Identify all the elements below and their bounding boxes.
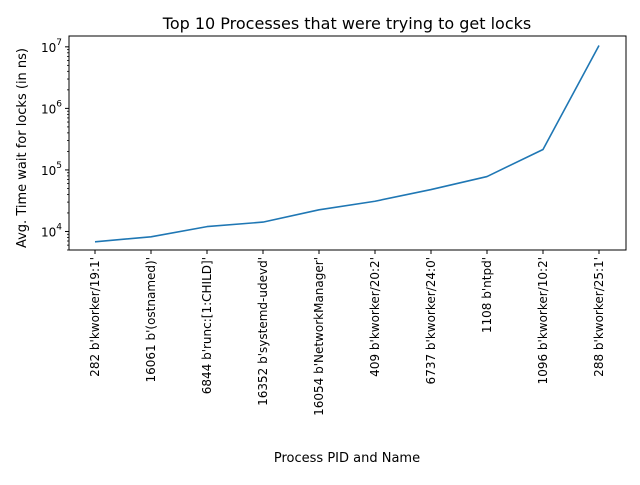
y-tick-exponent: 5 <box>56 161 62 171</box>
y-tick-exponent: 7 <box>56 38 62 48</box>
x-tick-label: 16352 b'systemd-udevd' <box>256 257 270 406</box>
x-tick-label: 16054 b'NetworkManager' <box>312 257 326 416</box>
chart-title: Top 10 Processes that were trying to get… <box>162 14 531 33</box>
x-tick-label: 6737 b'kworker/24:0' <box>424 257 438 384</box>
y-axis-label: Avg. Time wait for locks (in ns) <box>15 48 30 248</box>
x-axis-label: Process PID and Name <box>274 451 420 466</box>
x-tick-label: 409 b'kworker/20:2' <box>368 257 382 377</box>
x-tick-label: 16061 b'(ostnamed)' <box>144 257 158 383</box>
series-line <box>94 45 600 243</box>
y-tick-exponent: 6 <box>56 99 62 109</box>
plot-frame <box>68 35 627 251</box>
x-axis-ticks: 282 b'kworker/19:1' 16061 b'(ostnamed)' 68… <box>88 250 606 416</box>
x-tick-label: 6844 b'runc:[1:CHILD]' <box>200 257 214 394</box>
x-tick-label: 1108 b'ntpd' <box>480 257 494 333</box>
y-tick-exponent: 4 <box>56 222 62 232</box>
series-layer <box>94 45 600 243</box>
x-tick-label: 282 b'kworker/19:1' <box>88 257 102 377</box>
x-tick-label: 288 b'kworker/25:1' <box>592 257 606 377</box>
x-tick-label: 1096 b'kworker/10:2' <box>536 257 550 384</box>
